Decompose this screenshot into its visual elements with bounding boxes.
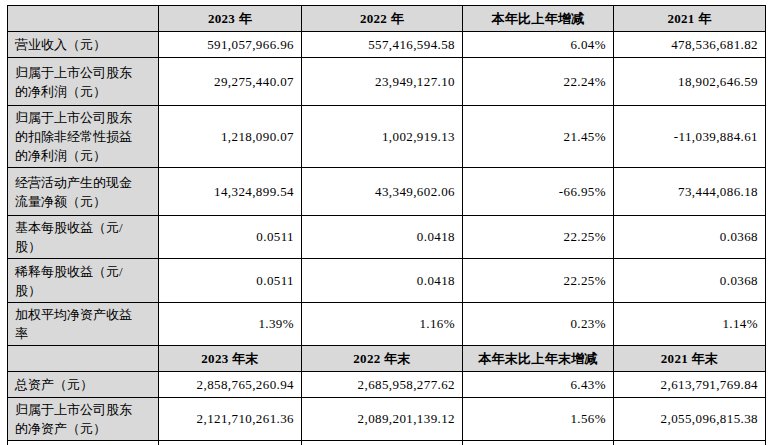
row-label: 稀释每股收益（元/ 股）	[8, 259, 159, 303]
table-row-net-assets: 归属于上市公司股东 的净资产（元） 2,121,710,261.36 2,089…	[8, 398, 766, 441]
table-row-revenue: 营业收入（元） 591,057,966.96 557,416,594.58 6.…	[8, 32, 766, 58]
yoy-change: 21.45%	[463, 106, 614, 168]
section1-header-row: 2023 年 2022 年 本年比上年增减 2021 年	[8, 6, 766, 32]
value-2021: 478,536,681.82	[614, 32, 766, 58]
yoy-change: 1.56%	[463, 398, 614, 441]
value-2023: 14,324,899.54	[159, 168, 302, 216]
value-2023: 2,121,710,261.36	[159, 398, 302, 441]
yoy-change: 22.25%	[463, 259, 614, 303]
value-2023: 1.39%	[159, 303, 302, 346]
value-2022: 2,089,201,139.12	[302, 398, 463, 441]
column-header-2023-end: 2023 年末	[159, 346, 302, 372]
column-header-yoy-end-change: 本年末比上年末增减	[463, 346, 614, 372]
table-row-operating-cash-flow: 经营活动产生的现金 流量净额（元） 14,324,899.54 43,349,6…	[8, 168, 766, 216]
yoy-change: 6.43%	[463, 372, 614, 398]
value-2022: 23,949,127.10	[302, 58, 463, 106]
row-label: 总资产（元）	[8, 372, 159, 398]
value-2021: 73,444,086.18	[614, 168, 766, 216]
column-header-2022: 2022 年	[302, 6, 463, 32]
column-header-blank	[8, 346, 159, 372]
value-2022: 43,349,602.06	[302, 168, 463, 216]
value-2022: 1.16%	[302, 303, 463, 346]
row-label: 归属于上市公司股东 的扣除非经常性损益 的净利润（元）	[8, 106, 159, 168]
value-2021: 2,613,791,769.84	[614, 372, 766, 398]
row-label: 基本每股收益（元/ 股）	[8, 216, 159, 259]
yoy-change: 0.23%	[463, 303, 614, 346]
row-label: 加权平均净资产收益 率	[8, 303, 159, 346]
value-2022: 557,416,594.58	[302, 32, 463, 58]
table-row-weighted-avg-roe: 加权平均净资产收益 率 1.39% 1.16% 0.23% 1.14%	[8, 303, 766, 346]
yoy-change: 22.25%	[463, 216, 614, 259]
section2-header-row: 2023 年末 2022 年末 本年末比上年末增减 2021 年末	[8, 346, 766, 372]
value-2022: 0.0418	[302, 216, 463, 259]
value-2023: 0.0511	[159, 216, 302, 259]
yoy-change: 22.24%	[463, 58, 614, 106]
page: 2023 年 2022 年 本年比上年增减 2021 年 营业收入（元） 591…	[0, 0, 772, 445]
row-label: 归属于上市公司股东 的净利润（元）	[8, 58, 159, 106]
yoy-change: 6.04%	[463, 32, 614, 58]
column-header-2023: 2023 年	[159, 6, 302, 32]
table-row-net-profit: 归属于上市公司股东 的净利润（元） 29,275,440.07 23,949,1…	[8, 58, 766, 106]
value-2021: 2,055,096,815.38	[614, 398, 766, 441]
financial-summary-table: 2023 年 2022 年 本年比上年增减 2021 年 营业收入（元） 591…	[7, 5, 766, 445]
table-row-clipped	[8, 441, 766, 445]
value-2021: 0.0368	[614, 259, 766, 303]
table-row-diluted-eps: 稀释每股收益（元/ 股） 0.0511 0.0418 22.25% 0.0368	[8, 259, 766, 303]
value-2022: 2,685,958,277.62	[302, 372, 463, 398]
row-label: 营业收入（元）	[8, 32, 159, 58]
clipped-cell	[614, 441, 766, 445]
row-label: 归属于上市公司股东 的净资产（元）	[8, 398, 159, 441]
value-2023: 29,275,440.07	[159, 58, 302, 106]
table-row-net-profit-excl-nonrecurring: 归属于上市公司股东 的扣除非经常性损益 的净利润（元） 1,218,090.07…	[8, 106, 766, 168]
value-2023: 1,218,090.07	[159, 106, 302, 168]
value-2023: 591,057,966.96	[159, 32, 302, 58]
column-header-2021-end: 2021 年末	[614, 346, 766, 372]
column-header-blank	[8, 6, 159, 32]
value-2021: 18,902,646.59	[614, 58, 766, 106]
clipped-cell	[302, 441, 463, 445]
column-header-2022-end: 2022 年末	[302, 346, 463, 372]
value-2022: 1,002,919.13	[302, 106, 463, 168]
clipped-cell	[8, 441, 159, 445]
column-header-2021: 2021 年	[614, 6, 766, 32]
value-2023: 0.0511	[159, 259, 302, 303]
column-header-yoy-change: 本年比上年增减	[463, 6, 614, 32]
table-row-total-assets: 总资产（元） 2,858,765,260.94 2,685,958,277.62…	[8, 372, 766, 398]
value-2022: 0.0418	[302, 259, 463, 303]
clipped-cell	[463, 441, 614, 445]
clipped-cell	[159, 441, 302, 445]
row-label: 经营活动产生的现金 流量净额（元）	[8, 168, 159, 216]
value-2021: -11,039,884.61	[614, 106, 766, 168]
table-row-basic-eps: 基本每股收益（元/ 股） 0.0511 0.0418 22.25% 0.0368	[8, 216, 766, 259]
value-2023: 2,858,765,260.94	[159, 372, 302, 398]
yoy-change: -66.95%	[463, 168, 614, 216]
value-2021: 1.14%	[614, 303, 766, 346]
value-2021: 0.0368	[614, 216, 766, 259]
